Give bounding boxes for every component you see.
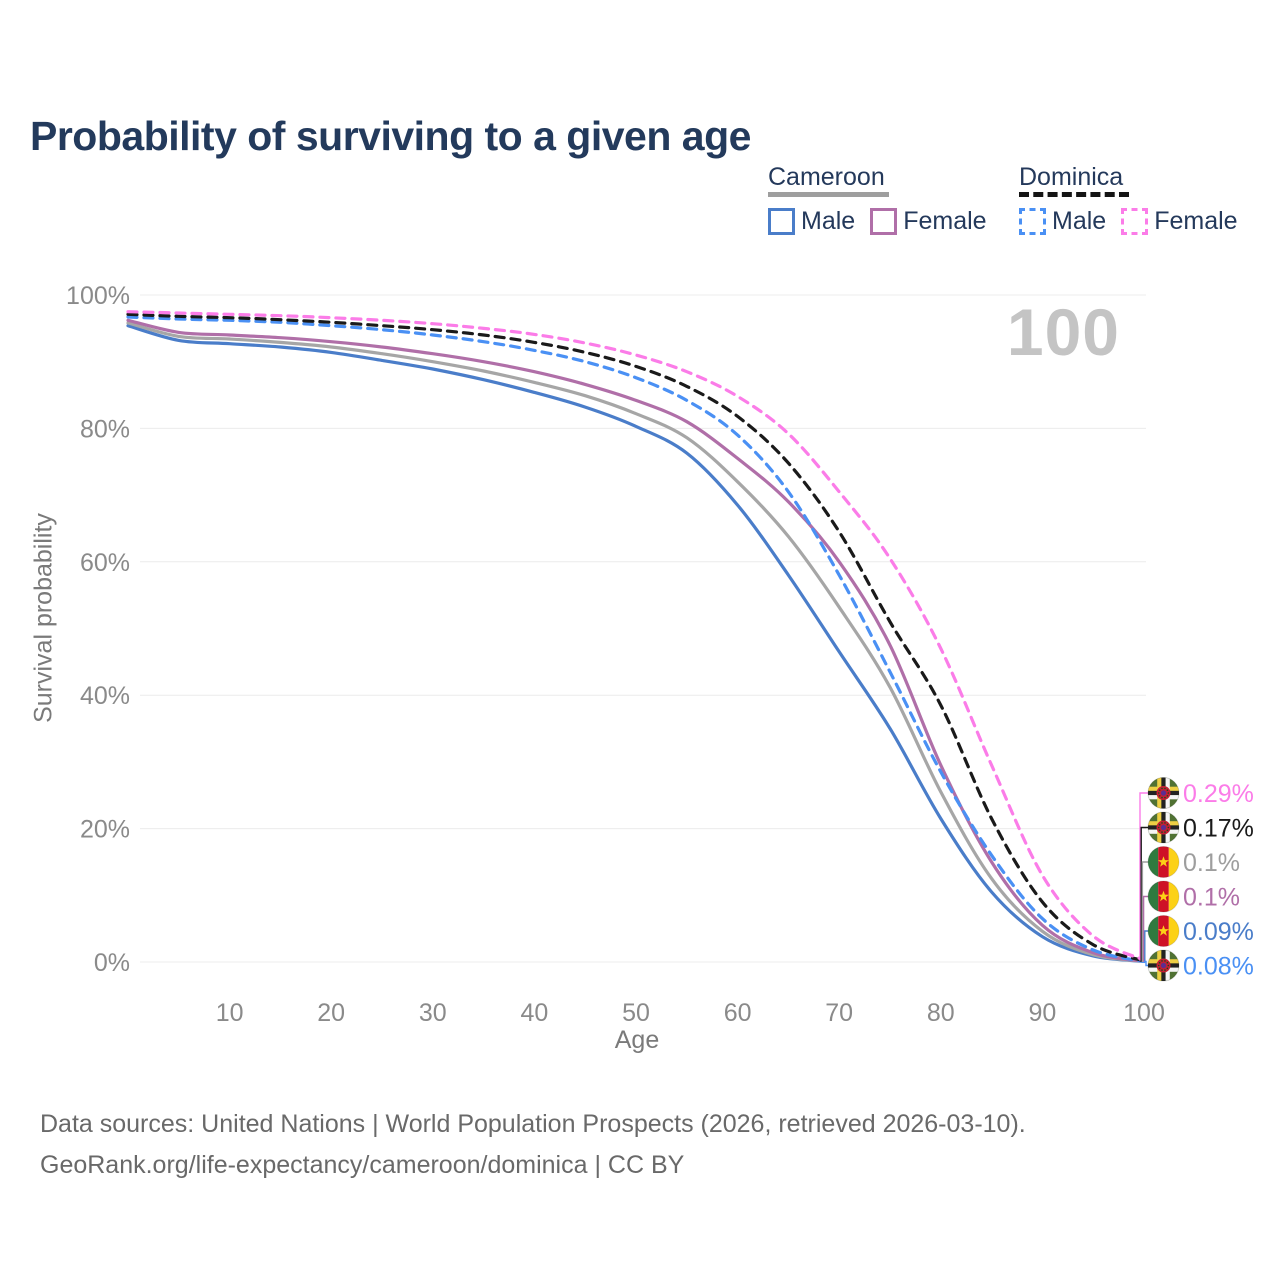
legend-item-cameroon-male[interactable]: Male	[768, 207, 855, 236]
series-line-dominica_female[interactable]	[126, 310, 1146, 962]
cameroon-flag-icon	[1147, 880, 1180, 913]
legend-label: Male	[1052, 207, 1107, 235]
series-line-cameroon_male[interactable]	[126, 324, 1146, 963]
x-tick-label: 100	[1123, 999, 1165, 1027]
end-value-label: 0.29%	[1183, 780, 1254, 808]
legend-country-dominica[interactable]: Dominica	[1019, 163, 1124, 191]
x-axis-title: Age	[614, 1026, 660, 1054]
legend-item-dominica-male[interactable]: Male	[1019, 207, 1106, 236]
x-tick-label: 80	[927, 999, 955, 1027]
legend-group-cameroon: Cameroon Male Female	[768, 163, 987, 236]
x-tick-label: 90	[1028, 999, 1056, 1027]
x-tick-label: 20	[317, 999, 345, 1027]
legend-group-dominica: Dominica Male Female	[1019, 163, 1238, 236]
dominica-flag-icon	[1147, 811, 1180, 844]
series-line-dominica_both[interactable]	[126, 312, 1146, 963]
x-tick-label: 50	[622, 999, 650, 1027]
series-line-dominica_male[interactable]	[126, 315, 1146, 964]
legend-underline-cameroon	[768, 192, 889, 197]
x-tick-label: 60	[724, 999, 752, 1027]
end-value-label: 0.09%	[1183, 918, 1254, 946]
dominica-flag-icon	[1147, 777, 1180, 809]
end-value-label: 0.08%	[1183, 953, 1254, 981]
x-tick-label: 70	[825, 999, 853, 1027]
legend-underline-dominica	[1019, 192, 1129, 197]
hover-age-watermark: 100	[1006, 295, 1120, 369]
legend-label: Female	[903, 207, 987, 235]
y-tick-label: 80%	[80, 415, 130, 443]
legend-label: Male	[801, 207, 856, 235]
page-title: Probability of surviving to a given age	[30, 113, 751, 160]
dominica-female-swatch-icon	[1121, 208, 1149, 235]
footer-line-2: GeoRank.org/life-expectancy/cameroon/dom…	[40, 1151, 685, 1179]
cameroon-flag-icon	[1147, 915, 1180, 947]
footer-line-1: Data sources: United Nations | World Pop…	[40, 1110, 1026, 1138]
end-value-label: 0.1%	[1183, 884, 1240, 912]
cameroon-female-swatch-icon	[870, 208, 898, 235]
legend-country-cameroon[interactable]: Cameroon	[768, 163, 885, 191]
y-tick-label: 60%	[80, 549, 130, 577]
legend-item-dominica-female[interactable]: Female	[1121, 207, 1238, 236]
y-tick-label: 20%	[80, 816, 130, 844]
legend-item-cameroon-female[interactable]: Female	[870, 207, 987, 236]
y-tick-label: 40%	[80, 682, 130, 710]
y-tick-label: 100%	[66, 282, 130, 310]
x-tick-label: 30	[419, 999, 447, 1027]
series-line-cameroon_both[interactable]	[126, 321, 1146, 963]
end-value-label: 0.1%	[1183, 849, 1240, 877]
x-tick-label: 40	[520, 999, 548, 1027]
cameroon-flag-icon	[1147, 846, 1180, 878]
x-tick-label: 10	[216, 999, 244, 1027]
dominica-flag-icon	[1147, 949, 1180, 982]
end-label-connector	[1144, 960, 1148, 967]
dominica-male-swatch-icon	[1019, 208, 1046, 235]
data-source-footer: Data sources: United Nations | World Pop…	[40, 1104, 1026, 1186]
legend-label: Female	[1154, 207, 1238, 235]
series-line-cameroon_female[interactable]	[126, 318, 1146, 963]
end-label-connector	[1142, 895, 1148, 962]
end-label-connector	[1144, 930, 1148, 963]
y-tick-label: 0%	[94, 949, 130, 977]
cameroon-male-swatch-icon	[768, 208, 795, 235]
end-value-label: 0.17%	[1183, 815, 1254, 843]
